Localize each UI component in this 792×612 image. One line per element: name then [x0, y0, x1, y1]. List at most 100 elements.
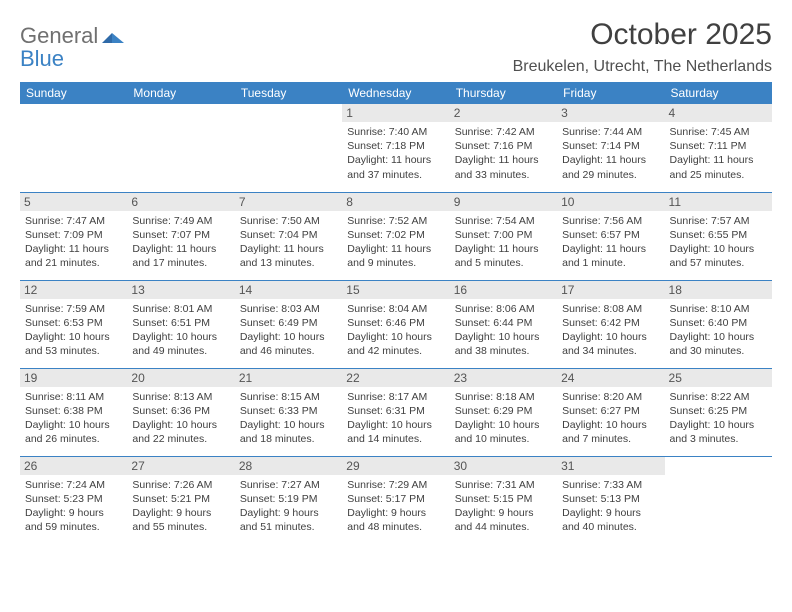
calendar-day-cell: 2Sunrise: 7:42 AMSunset: 7:16 PMDaylight…	[450, 104, 557, 192]
daylight-text: Daylight: 9 hours and 48 minutes.	[347, 506, 444, 534]
location-label: Breukelen, Utrecht, The Netherlands	[513, 58, 772, 76]
day-number: 26	[20, 457, 127, 475]
sunset-text: Sunset: 6:33 PM	[240, 404, 337, 418]
daylight-text: Daylight: 10 hours and 46 minutes.	[240, 330, 337, 358]
logo-mark-icon	[102, 24, 124, 47]
calendar-week-row: 26Sunrise: 7:24 AMSunset: 5:23 PMDayligh…	[20, 456, 772, 544]
calendar-day-cell: 13Sunrise: 8:01 AMSunset: 6:51 PMDayligh…	[127, 280, 234, 368]
calendar-day-cell: 11Sunrise: 7:57 AMSunset: 6:55 PMDayligh…	[665, 192, 772, 280]
sunrise-text: Sunrise: 8:18 AM	[455, 390, 552, 404]
calendar-body: 1 Sunrise: 7:40 AMSunset: 7:18 PM Daylight…	[20, 104, 772, 544]
daylight-text: Daylight: 10 hours and 49 minutes.	[132, 330, 229, 358]
day-number: 2	[450, 104, 557, 122]
sunrise-text: Sunrise: 7:27 AM	[240, 478, 337, 492]
sunset-text: Sunset: 7:16 PM	[455, 139, 552, 153]
sunset-text: Sunset: 5:13 PM	[562, 492, 659, 506]
calendar-day-cell: 7Sunrise: 7:50 AMSunset: 7:04 PMDaylight…	[235, 192, 342, 280]
sunrise-text: Sunrise: 8:13 AM	[132, 390, 229, 404]
calendar-day-cell: 8Sunrise: 7:52 AMSunset: 7:02 PMDaylight…	[342, 192, 449, 280]
sunrise-text: Sunrise: 7:54 AM	[455, 214, 552, 228]
calendar-day-cell: 29Sunrise: 7:29 AMSunset: 5:17 PMDayligh…	[342, 456, 449, 544]
logo-text-2: Blue	[20, 46, 64, 71]
sunset-text: Sunset: 6:25 PM	[670, 404, 767, 418]
day-number: 19	[20, 369, 127, 387]
sunset-text: Sunset: 6:57 PM	[562, 228, 659, 242]
sunset-text: Sunset: 7:09 PM	[25, 228, 122, 242]
day-number: 24	[557, 369, 664, 387]
sunrise-text: Sunrise: 8:10 AM	[670, 302, 767, 316]
weekday-header: Thursday	[450, 82, 557, 104]
calendar-table: SundayMondayTuesdayWednesdayThursdayFrid…	[20, 82, 772, 544]
calendar-day-cell: 25Sunrise: 8:22 AMSunset: 6:25 PMDayligh…	[665, 368, 772, 456]
day-number: 10	[557, 193, 664, 211]
sunset-text: Sunset: 7:00 PM	[455, 228, 552, 242]
daylight-text: Daylight: 10 hours and 30 minutes.	[670, 330, 767, 358]
sunset-text: Sunset: 7:07 PM	[132, 228, 229, 242]
daylight-text: Daylight: 10 hours and 38 minutes.	[455, 330, 552, 358]
day-number: 6	[127, 193, 234, 211]
sunset-text: Sunset: 7:02 PM	[347, 228, 444, 242]
calendar-day-cell: 24Sunrise: 8:20 AMSunset: 6:27 PMDayligh…	[557, 368, 664, 456]
calendar-day-cell: 1Sunrise: 7:40 AMSunset: 7:18 PMDaylight…	[342, 104, 449, 192]
day-number: 3	[557, 104, 664, 122]
day-number: 29	[342, 457, 449, 475]
calendar-day-cell: 23Sunrise: 8:18 AMSunset: 6:29 PMDayligh…	[450, 368, 557, 456]
sunrise-text: Sunrise: 7:52 AM	[347, 214, 444, 228]
sunrise-text: Sunrise: 8:17 AM	[347, 390, 444, 404]
daylight-text: Daylight: 11 hours and 5 minutes.	[455, 242, 552, 270]
day-number: 15	[342, 281, 449, 299]
daylight-text: Daylight: 10 hours and 7 minutes.	[562, 418, 659, 446]
calendar-week-row: 1Sunrise: 7:40 AMSunset: 7:18 PMDaylight…	[20, 104, 772, 192]
day-number: 9	[450, 193, 557, 211]
daylight-text: Daylight: 10 hours and 10 minutes.	[455, 418, 552, 446]
calendar-week-row: 5Sunrise: 7:47 AMSunset: 7:09 PMDaylight…	[20, 192, 772, 280]
sunset-text: Sunset: 6:44 PM	[455, 316, 552, 330]
sunrise-text: Sunrise: 7:31 AM	[455, 478, 552, 492]
sunrise-text: Sunrise: 8:20 AM	[562, 390, 659, 404]
sunrise-text: Sunrise: 8:01 AM	[132, 302, 229, 316]
sunset-text: Sunset: 6:53 PM	[25, 316, 122, 330]
calendar-header-row: SundayMondayTuesdayWednesdayThursdayFrid…	[20, 82, 772, 104]
weekday-header: Saturday	[665, 82, 772, 104]
sunset-text: Sunset: 6:36 PM	[132, 404, 229, 418]
calendar-day-cell: 15Sunrise: 8:04 AMSunset: 6:46 PMDayligh…	[342, 280, 449, 368]
daylight-text: Daylight: 9 hours and 59 minutes.	[25, 506, 122, 534]
daylight-text: Daylight: 10 hours and 26 minutes.	[25, 418, 122, 446]
sunset-text: Sunset: 7:18 PM	[347, 139, 444, 153]
sunset-text: Sunset: 5:15 PM	[455, 492, 552, 506]
sunset-text: Sunset: 6:49 PM	[240, 316, 337, 330]
calendar-day-cell: 20Sunrise: 8:13 AMSunset: 6:36 PMDayligh…	[127, 368, 234, 456]
sunrise-text: Sunrise: 7:59 AM	[25, 302, 122, 316]
sunrise-text: Sunrise: 8:22 AM	[670, 390, 767, 404]
daylight-text: Daylight: 9 hours and 44 minutes.	[455, 506, 552, 534]
sunrise-text: Sunrise: 7:45 AM	[670, 125, 767, 139]
daylight-text: Daylight: 10 hours and 57 minutes.	[670, 242, 767, 270]
calendar-day-cell: 31Sunrise: 7:33 AMSunset: 5:13 PMDayligh…	[557, 456, 664, 544]
day-number: 22	[342, 369, 449, 387]
calendar-day-cell	[665, 456, 772, 544]
calendar-day-cell: 28Sunrise: 7:27 AMSunset: 5:19 PMDayligh…	[235, 456, 342, 544]
calendar-day-cell: 9 Sunrise: 7:54 AMSunset: 7:00 PMDaylight…	[450, 192, 557, 280]
day-number: 17	[557, 281, 664, 299]
daylight-text: Daylight: 9 hours and 55 minutes.	[132, 506, 229, 534]
weekday-header: Friday	[557, 82, 664, 104]
calendar-day-cell: 5 Sunrise: 7:47 AMSunset: 7:09 PMDaylight…	[20, 192, 127, 280]
day-number: 5	[20, 193, 127, 211]
page-title: October 2025	[513, 18, 772, 52]
sunrise-text: Sunrise: 7:47 AM	[25, 214, 122, 228]
sunrise-text: Sunrise: 7:40 AM	[347, 125, 444, 139]
sunset-text: Sunset: 6:42 PM	[562, 316, 659, 330]
calendar-day-cell: 10Sunrise: 7:56 AMSunset: 6:57 PMDayligh…	[557, 192, 664, 280]
sunrise-text: Sunrise: 7:42 AM	[455, 125, 552, 139]
day-number: 1	[342, 104, 449, 122]
calendar-day-cell: 30Sunrise: 7:31 AMSunset: 5:15 PMDayligh…	[450, 456, 557, 544]
calendar-day-cell	[235, 104, 342, 192]
day-number: 28	[235, 457, 342, 475]
day-number: 12	[20, 281, 127, 299]
weekday-header: Wednesday	[342, 82, 449, 104]
daylight-text: Daylight: 9 hours and 40 minutes.	[562, 506, 659, 534]
sunrise-text: Sunrise: 7:26 AM	[132, 478, 229, 492]
calendar-day-cell: 21Sunrise: 8:15 AMSunset: 6:33 PMDayligh…	[235, 368, 342, 456]
sunrise-text: Sunrise: 7:24 AM	[25, 478, 122, 492]
daylight-text: Daylight: 11 hours and 21 minutes.	[25, 242, 122, 270]
